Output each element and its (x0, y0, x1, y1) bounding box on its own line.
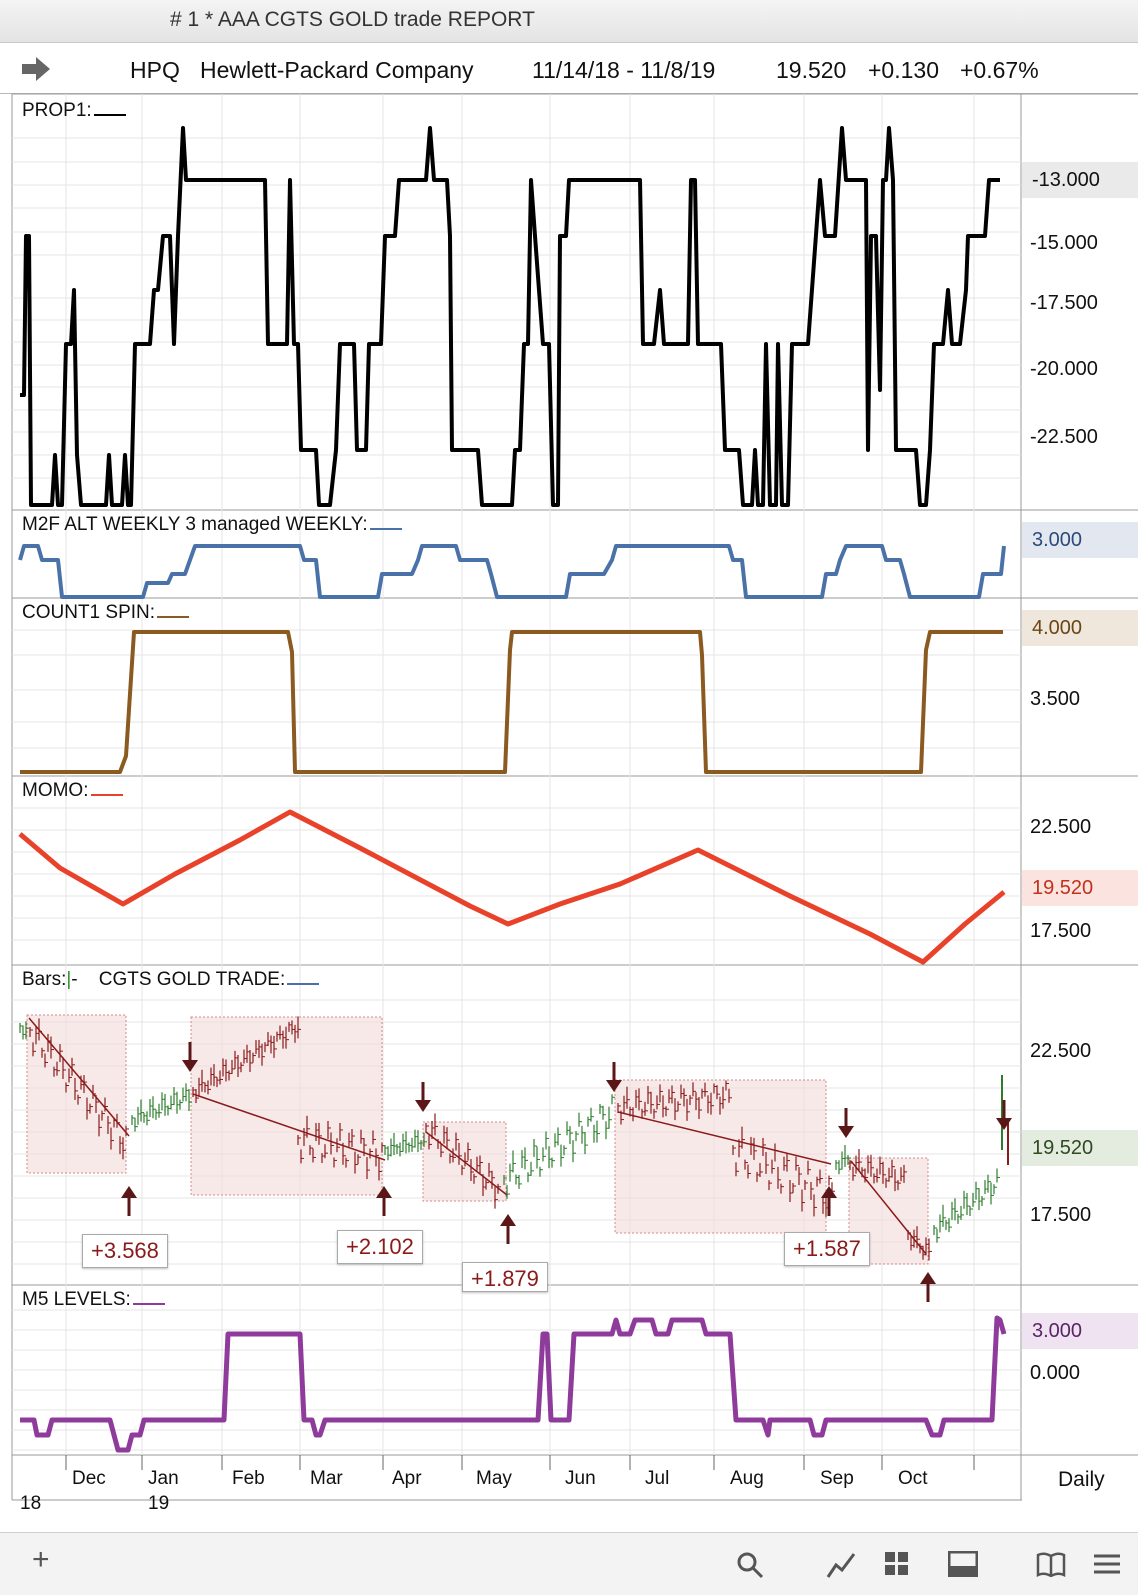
month-label: Oct (898, 1468, 928, 1489)
trade-zone-1 (26, 1014, 127, 1174)
prop1-axis-value: -22.500 (1030, 426, 1098, 448)
month-label: Sep (820, 1468, 854, 1489)
month-label: Jan (148, 1468, 179, 1489)
buy-arrow-head (500, 1214, 516, 1226)
symbol[interactable]: HPQ (130, 57, 180, 83)
arrow-right-icon[interactable] (22, 57, 50, 81)
year-label: 19 (148, 1493, 170, 1514)
buy-arrow-head (821, 1186, 837, 1198)
year-label: 18 (20, 1493, 42, 1514)
buy-arrow-head (376, 1186, 392, 1198)
sell-arrow-head (996, 1118, 1012, 1130)
trade-profit-box: +1.879 (462, 1262, 548, 1292)
window-titlebar: # 1 * AAA CGTS GOLD trade REPORT (0, 0, 1138, 43)
sell-arrow-head (415, 1100, 431, 1112)
trade-profit-box: +1.587 (784, 1232, 870, 1266)
month-label: Jul (645, 1468, 670, 1489)
sell-arrow-head (838, 1126, 854, 1138)
company-name: Hewlett-Packard Company (200, 57, 474, 83)
momo-series (18, 809, 1006, 965)
m2f-series (18, 544, 1006, 599)
book-icon[interactable] (1036, 1551, 1066, 1577)
prop1-label: PROP1: (22, 100, 126, 122)
buy-arrow-head (920, 1272, 936, 1284)
m5-value-tag: 3.000 (1022, 1313, 1138, 1349)
month-label: Apr (392, 1468, 422, 1489)
price-change-pct: +0.67% (960, 57, 1039, 83)
m5-axis-value: 0.000 (1030, 1362, 1081, 1384)
month-label: Jun (565, 1468, 596, 1489)
momo-axis-value: 22.500 (1030, 816, 1092, 838)
prop1-axis-value: -15.000 (1030, 232, 1098, 254)
month-label: Feb (232, 1468, 265, 1489)
prop1-axis-value: -17.500 (1030, 292, 1098, 314)
last-price: 19.520 (776, 57, 847, 83)
momo-label: MOMO: (22, 780, 123, 802)
count1-axis-value: 3.500 (1030, 688, 1081, 710)
bars-value-tag: 19.520 (1022, 1130, 1138, 1166)
trade-profit-box: +3.568 (82, 1234, 168, 1268)
momo-value-tag: 19.520 (1022, 870, 1138, 906)
momo-axis-value: 17.500 (1030, 920, 1092, 942)
bottom-toolbar: + (0, 1532, 1138, 1595)
prop1-value-tag: -13.000 (1022, 162, 1138, 198)
month-label: Aug (730, 1468, 764, 1489)
sell-arrow-head (182, 1060, 198, 1072)
sell-arrow-head (606, 1080, 622, 1092)
price-change: +0.130 (868, 57, 939, 83)
m5-label: M5 LEVELS: (22, 1289, 165, 1311)
bars-axis-value: 17.500 (1030, 1204, 1092, 1226)
m2f-label: M2F ALT WEEKLY 3 managed WEEKLY: (22, 514, 402, 536)
panel-icon[interactable] (948, 1551, 978, 1577)
date-range: 11/14/18 - 11/8/19 (532, 57, 716, 83)
trade-profit-box: +2.102 (337, 1230, 423, 1264)
bars-axis-value: 22.500 (1030, 1040, 1092, 1062)
menu-icon[interactable] (1092, 1553, 1122, 1577)
count1-value-tag: 4.000 (1022, 610, 1138, 646)
period-selector[interactable]: Daily (1058, 1468, 1105, 1491)
buy-arrow-head (121, 1186, 137, 1198)
plus-icon[interactable]: + (32, 1543, 50, 1576)
bars-label: Bars:|- CGTS GOLD TRADE: (22, 969, 320, 991)
m2f-value-tag: 3.000 (1022, 522, 1138, 558)
month-label: Dec (72, 1468, 106, 1489)
grid-icon[interactable] (884, 1551, 910, 1577)
month-label: May (476, 1468, 512, 1489)
count1-label: COUNT1 SPIN: (22, 602, 190, 624)
window-title: # 1 * AAA CGTS GOLD trade REPORT (170, 8, 535, 31)
symbol-header: HPQ Hewlett-Packard Company 11/14/18 - 1… (0, 43, 1138, 94)
month-label: Mar (310, 1468, 343, 1489)
prop1-axis-value: -20.000 (1030, 358, 1098, 380)
count1-series (20, 630, 1003, 774)
prop1-series (20, 126, 1000, 507)
m5-series (20, 1315, 1007, 1453)
search-icon[interactable] (736, 1551, 764, 1579)
line-chart-icon[interactable] (826, 1551, 856, 1579)
